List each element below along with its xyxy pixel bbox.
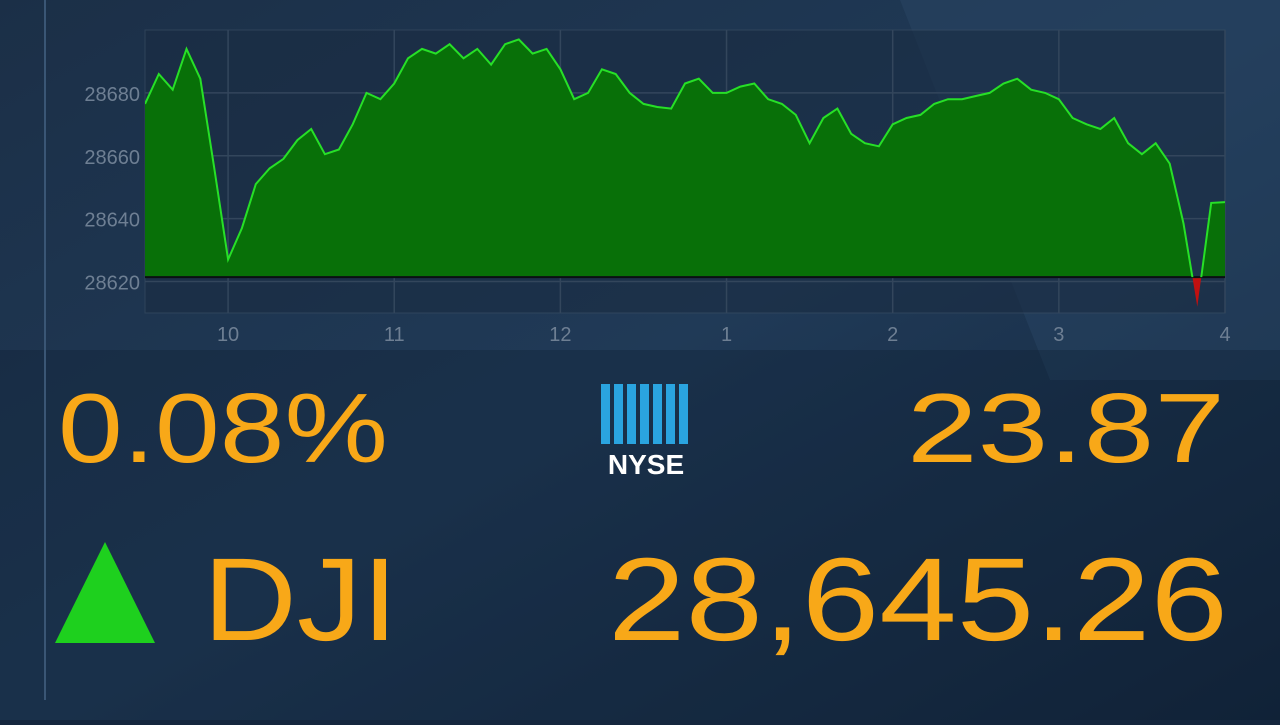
x-tick-label: 3 [1053, 324, 1064, 346]
y-tick-label: 28660 [84, 147, 140, 169]
x-tick-label: 2 [887, 324, 898, 346]
x-tick-label: 12 [549, 324, 571, 346]
up-arrow [55, 542, 155, 643]
change-points: 23.87 [907, 373, 1225, 483]
nyse-logo: NYSE [601, 384, 688, 480]
y-tick-label: 28640 [84, 210, 140, 232]
area-up [145, 39, 1225, 278]
last-price: 28,645.26 [608, 534, 1228, 666]
exchange-name: NYSE [608, 449, 684, 480]
x-tick-label: 4 [1219, 324, 1230, 346]
y-tick-label: 28680 [84, 84, 140, 106]
y-tick-label: 28620 [84, 273, 140, 295]
x-tick-label: 1 [721, 324, 732, 346]
x-tick-label: 11 [384, 324, 405, 346]
symbol: DJI [203, 534, 398, 666]
price-line [145, 38, 1225, 278]
change-percent: 0.08% [58, 373, 388, 483]
x-tick-label: 10 [217, 324, 239, 346]
